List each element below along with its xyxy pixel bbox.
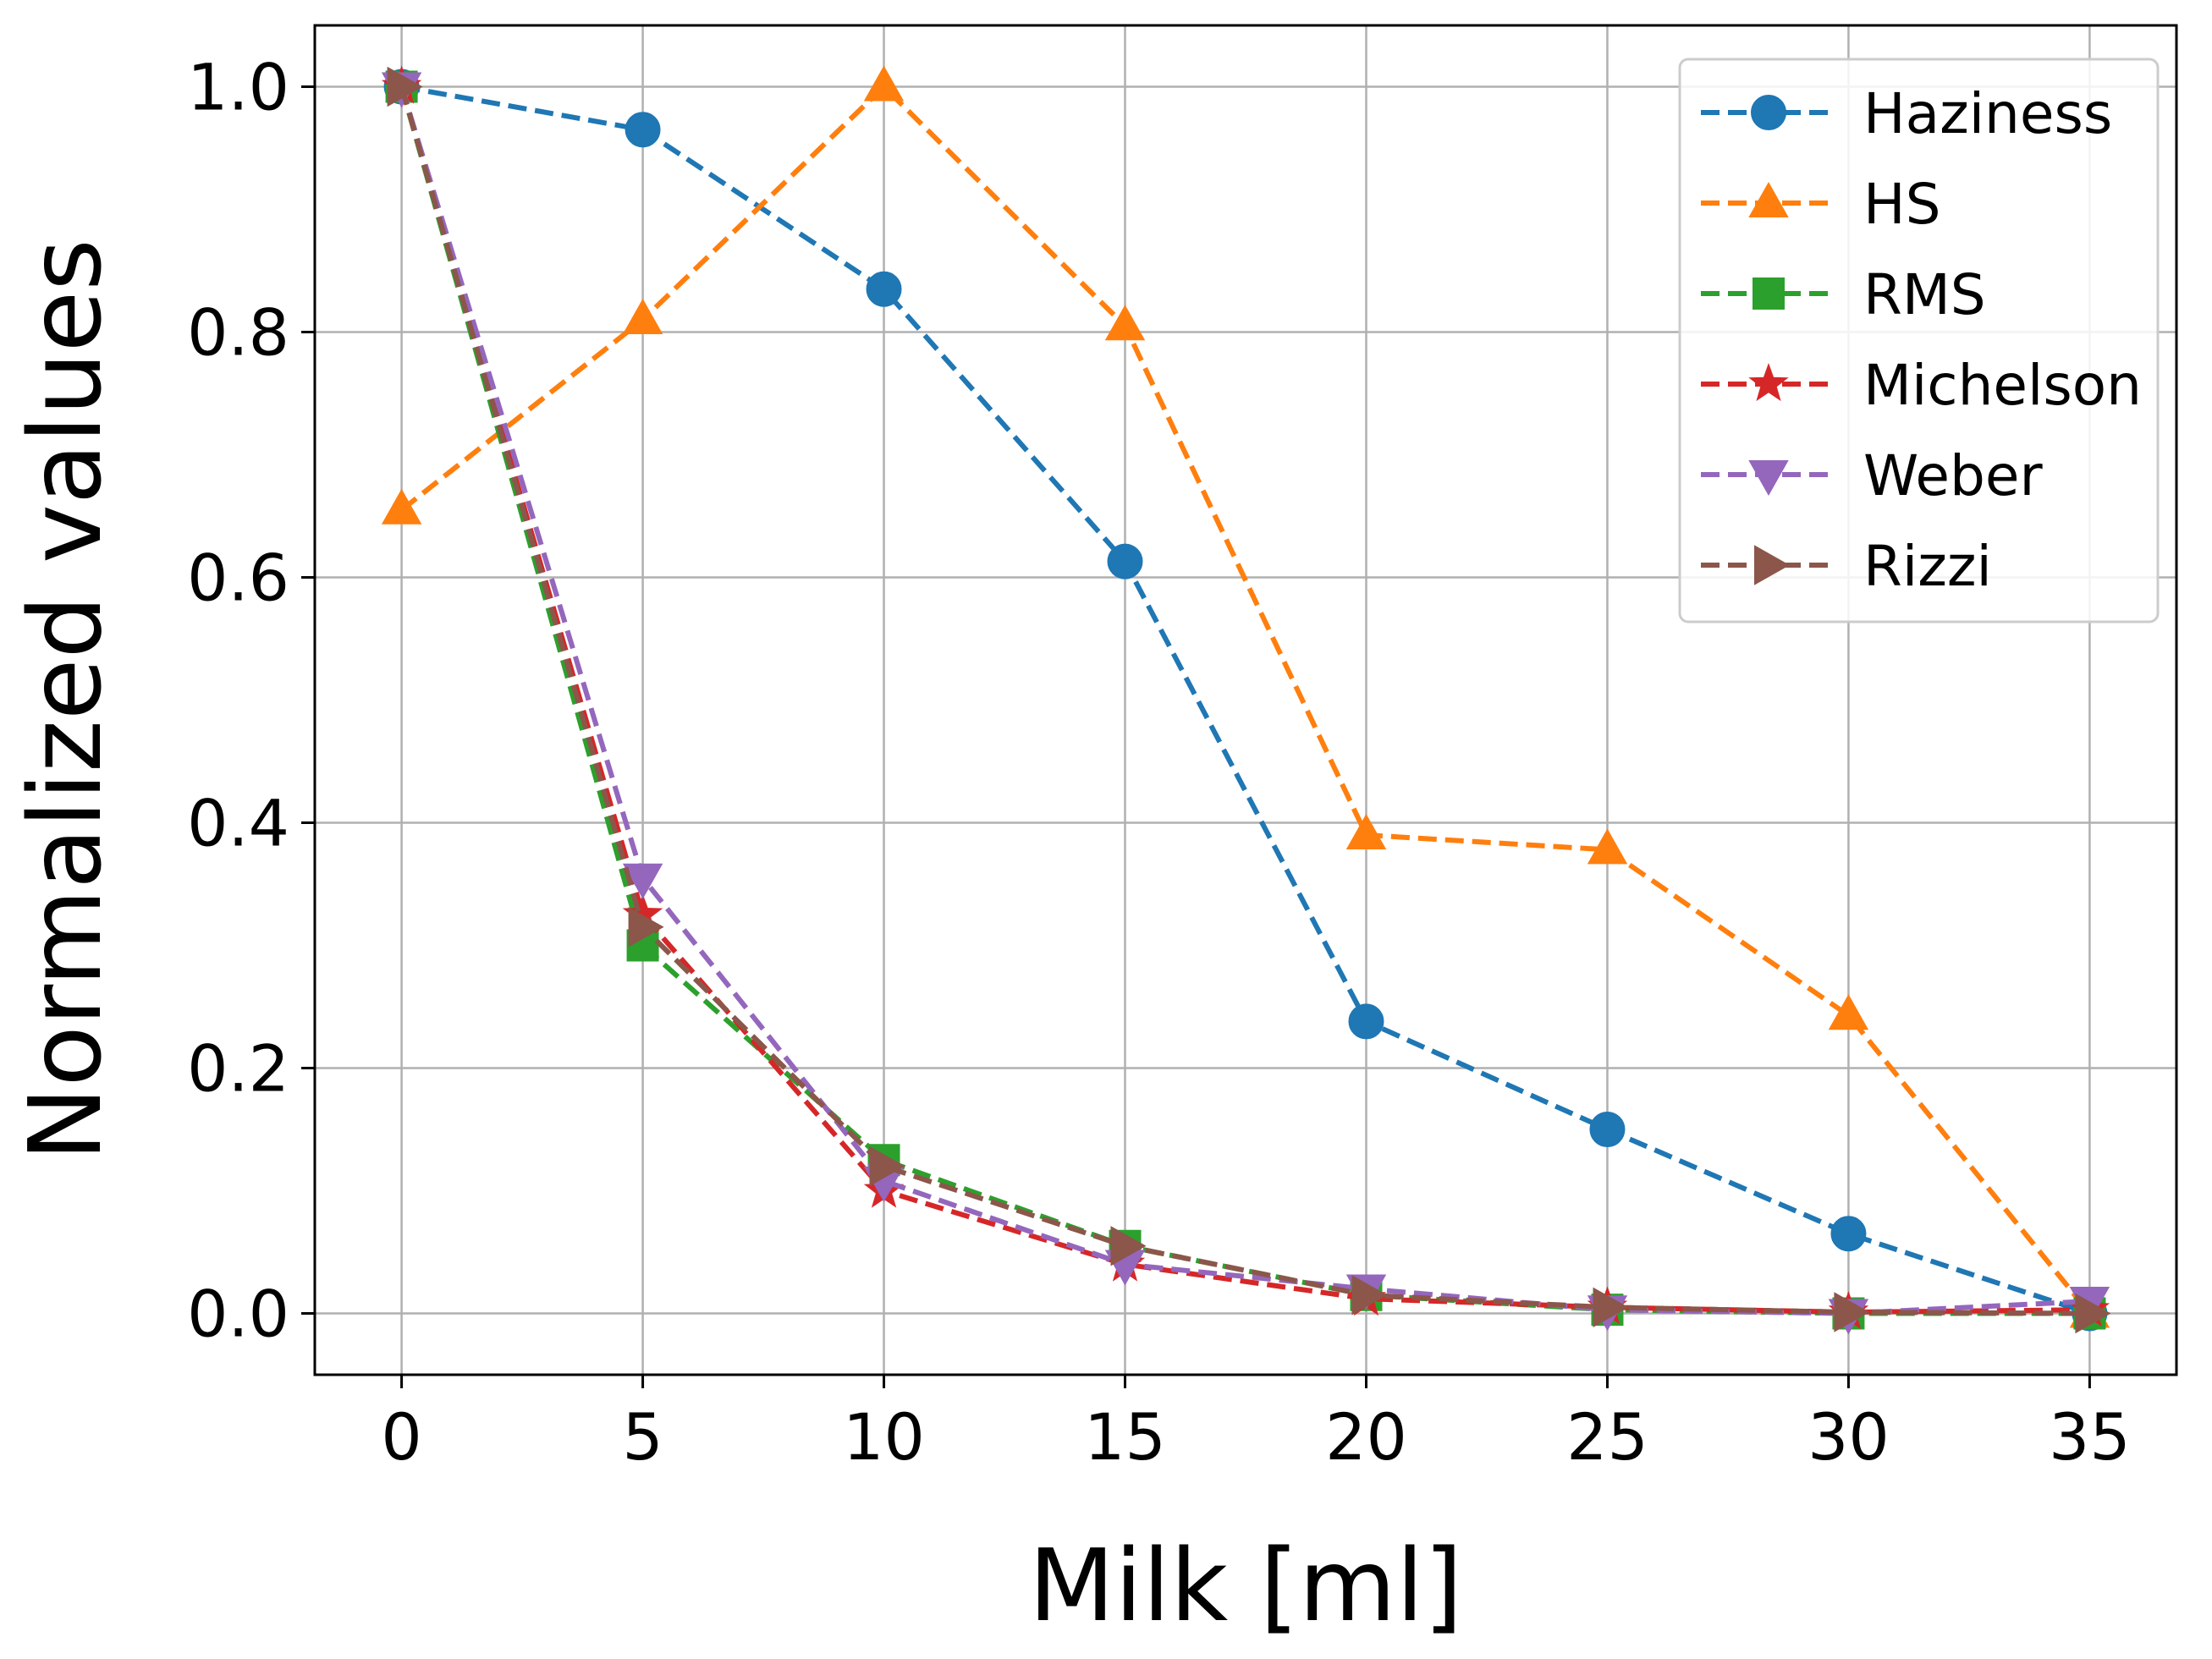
series-rizzi [387,66,2111,1334]
x-tick-label: 10 [843,1399,925,1475]
data-point-haziness [1348,1003,1384,1040]
data-point-rizzi [387,66,423,107]
x-tick-label: 15 [1084,1399,1166,1475]
data-point-weber [622,863,663,899]
x-tick-label: 20 [1325,1399,1407,1475]
data-point-rizzi [1110,1226,1147,1266]
y-axis-title: Normalized values [7,239,124,1161]
data-point-hs [622,298,663,334]
data-point-hs [1104,305,1146,341]
y-tick-label: 0.6 [187,541,289,616]
legend-item-rms: RMS [1701,262,1986,327]
data-point-hs [863,65,905,102]
legend-label-michelson: Michelson [1863,353,2142,418]
y-tick-label: 0.0 [187,1277,289,1352]
legend-label-rizzi: Rizzi [1863,534,1992,599]
data-point-hs [381,488,422,525]
legend-label-hs: HS [1863,172,1941,237]
data-point-rizzi [1351,1275,1388,1316]
legend-box [1678,58,2160,623]
series-hs [381,65,2110,1328]
legend-marker-hs [1748,181,1789,217]
legend-label-weber: Weber [1863,443,2043,508]
data-point-hs [1587,828,1628,865]
x-tick-label: 0 [381,1399,421,1475]
data-point-rizzi [2075,1293,2111,1334]
data-point-haziness [1830,1216,1867,1252]
legend: Haziness HS RMS Michelson Weber Rizzi [1678,58,2160,623]
legend-item-michelson: Michelson [1701,353,2142,418]
plot-frame [313,24,2178,1376]
legend-marker-michelson [1748,363,1789,402]
x-axis: 0 5 10 15 20 25 30 35 [381,1375,2131,1475]
data-point-haziness [625,112,661,148]
legend-label-haziness: Haziness [1863,81,2112,146]
legend-marker-rizzi [1754,545,1791,585]
series-line-hs [399,83,2092,1316]
legend-item-rizzi: Rizzi [1701,534,1992,599]
y-tick-label: 1.0 [187,50,289,125]
data-point-haziness [866,271,902,307]
legend-marker-rms [1753,277,1785,310]
legend-marker-weber [1748,460,1789,497]
x-tick-label: 25 [1566,1399,1648,1475]
y-tick-label: 0.4 [187,786,289,861]
data-point-rizzi [1593,1287,1629,1328]
legend-item-haziness: Haziness [1701,81,2112,146]
data-point-haziness [1107,543,1143,580]
y-tick-label: 0.2 [187,1031,289,1107]
legend-item-hs: HS [1701,172,1941,237]
y-tick-label: 0.8 [187,295,289,371]
data-point-rizzi [628,907,664,948]
legend-label-rms: RMS [1863,262,1986,327]
legend-marker-haziness [1751,95,1786,130]
x-tick-label: 35 [2049,1399,2131,1475]
series-line-haziness [401,84,2091,1316]
x-axis-title: Milk [ml] [1028,1527,1462,1644]
data-point-haziness [1589,1112,1626,1147]
data-point-hs [1345,813,1387,849]
legend-item-weber: Weber [1701,443,2043,508]
x-tick-label: 30 [1808,1399,1890,1475]
data-point-rizzi [1834,1292,1870,1332]
data-point-hs [1828,994,1869,1030]
x-tick-label: 5 [622,1399,663,1475]
y-axis: 0.0 0.2 0.4 0.6 0.8 1.0 [187,50,315,1352]
data-point-rizzi [869,1145,905,1187]
series-line-rizzi [399,85,2090,1316]
series-layer [381,65,2111,1335]
